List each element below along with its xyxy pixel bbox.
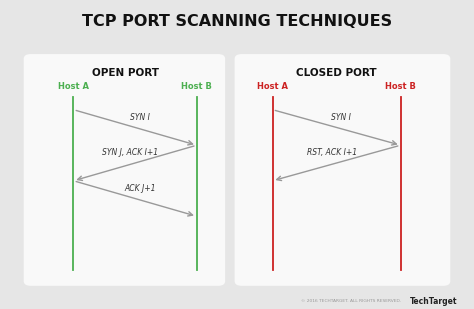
Text: SYN I: SYN I (331, 113, 351, 122)
Text: Host B: Host B (385, 82, 416, 91)
Text: Host A: Host A (58, 82, 89, 91)
Text: Host B: Host B (181, 82, 212, 91)
Text: ACK J+1: ACK J+1 (124, 184, 155, 193)
Text: OPEN PORT: OPEN PORT (92, 68, 159, 78)
Text: TechTarget: TechTarget (410, 297, 457, 306)
Text: CLOSED PORT: CLOSED PORT (296, 68, 377, 78)
Text: TCP PORT SCANNING TECHNIQUES: TCP PORT SCANNING TECHNIQUES (82, 14, 392, 29)
Text: © 2016 TECHTARGET. ALL RIGHTS RESERVED.: © 2016 TECHTARGET. ALL RIGHTS RESERVED. (301, 299, 401, 303)
Text: RST, ACK I+1: RST, ACK I+1 (307, 148, 357, 157)
Text: SYN J, ACK I+1: SYN J, ACK I+1 (102, 148, 158, 157)
FancyBboxPatch shape (235, 54, 450, 286)
Text: SYN I: SYN I (130, 113, 150, 122)
Text: Host A: Host A (257, 82, 288, 91)
FancyBboxPatch shape (24, 54, 225, 286)
